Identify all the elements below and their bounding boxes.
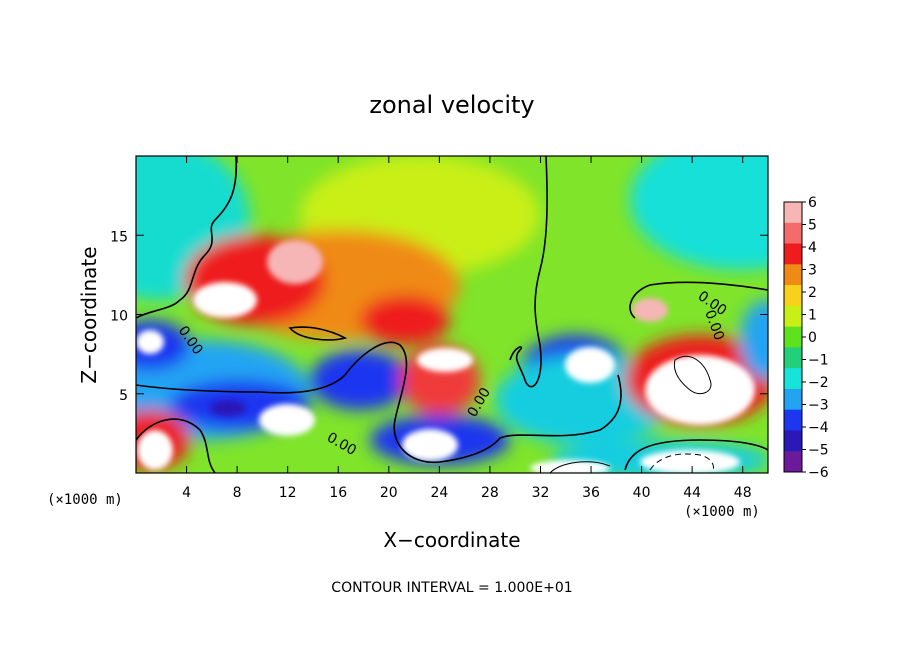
core-negative-bottom-right [640,450,740,473]
y-tick-label: 10 [110,309,128,325]
colorbar-tick-label: 0 [808,330,817,346]
colorbar-tick-label: −3 [808,398,829,414]
colorbar-tick-label: 1 [808,308,817,324]
x-tick-label: 48 [734,485,752,501]
colorbar-segment [784,409,802,431]
field-region-red-center [360,295,450,345]
core-negative-bottom-center [530,460,610,473]
colorbar-tick-label: −2 [808,375,829,391]
x-tick-label: 16 [329,485,347,501]
zero-contour-right [629,281,768,319]
colorbar-segment [784,243,802,265]
zero-contour-bottom-right [624,439,768,471]
x-unit-right: (×1000 m) [684,504,760,520]
zero-contour-left-bottom [136,418,216,473]
core-positive-lower-left [259,404,315,436]
core-positive-upper-left [193,282,257,318]
core-negative-lower-left [210,400,246,416]
colorbar-segment [784,368,802,390]
core-positive-left-edge [136,330,164,354]
x-unit-left: (×1000 m) [47,492,123,508]
colorbar-segment [784,347,802,369]
core-positive-bottom-left [137,430,173,470]
x-tick-label: 24 [430,485,448,501]
core-positive-top-right [632,298,668,322]
y-tick-label: 15 [110,229,128,245]
field-blobs [136,156,768,473]
x-tick-label: 4 [182,485,191,501]
field-cores [136,240,755,473]
core-positive-lower-center [402,429,458,461]
contour-inner-right [673,355,712,395]
x-tick-label: 20 [380,485,398,501]
colorbar-tick-label: −5 [808,443,829,459]
zero-contour-lower [136,341,622,464]
zero-contour-small-loop [288,326,348,341]
plot-area [136,156,768,473]
x-axis-label: X−coordinate [383,528,520,552]
core-positive-upper-lobe [267,240,323,284]
colorbar-segment [784,451,802,473]
contour-dashed-bottom-right [649,453,714,473]
colorbar-segment [784,264,802,286]
x-tick-label: 32 [532,485,550,501]
contour-lines [136,156,768,473]
colorbar-segment [784,202,802,224]
colorbar-tick-label: 3 [808,263,817,279]
x-tick-label: 28 [481,485,499,501]
core-negative-right-middle [565,347,615,383]
chart-title: zonal velocity [369,91,534,119]
colorbar-segment [784,285,802,307]
colorbar-tick-label: −4 [808,420,829,436]
colorbar-tick-label: 2 [808,285,817,301]
colorbar-tick-label: 4 [808,240,817,256]
field-region-cyan-right-edge [740,300,768,380]
colorbar-segment [784,388,802,411]
x-tick-label: 44 [683,485,701,501]
y-axis-ticks: 5 10 15 [110,229,768,404]
x-tick-label: 8 [233,485,242,501]
x-axis-ticks: 4 8 12 16 20 24 28 32 36 40 44 48 [182,156,752,501]
colorbar-tick-label: 6 [808,195,817,211]
x-tick-label: 12 [279,485,297,501]
y-tick-label: 5 [119,388,128,404]
colorbar-tick-label: −1 [808,353,829,369]
colorbar [783,201,803,473]
field-region-cyan-topright [630,156,768,270]
colorbar-segment [784,305,802,328]
core-positive-right [645,355,755,425]
colorbar-tick-label: −6 [808,465,829,481]
colorbar-tick-labels: 6 5 4 3 2 1 0 −1 −2 −3 −4 −5 −6 [802,195,829,481]
contour-interval-note: CONTOUR INTERVAL = 1.000E+01 [331,580,572,596]
field-region-blue-middle [310,350,410,410]
colorbar-segment [784,222,802,245]
x-tick-label: 40 [633,485,651,501]
zero-contour-left [136,156,238,319]
zero-contour-center [509,156,548,388]
x-tick-label: 36 [582,485,600,501]
colorbar-tick-label: 5 [808,218,817,234]
colorbar-segment [784,430,802,452]
contour-bottom-center [549,461,611,473]
core-positive-center [417,348,473,372]
colorbar-segment [784,326,802,348]
y-axis-label: Z−coordinate [77,246,101,383]
